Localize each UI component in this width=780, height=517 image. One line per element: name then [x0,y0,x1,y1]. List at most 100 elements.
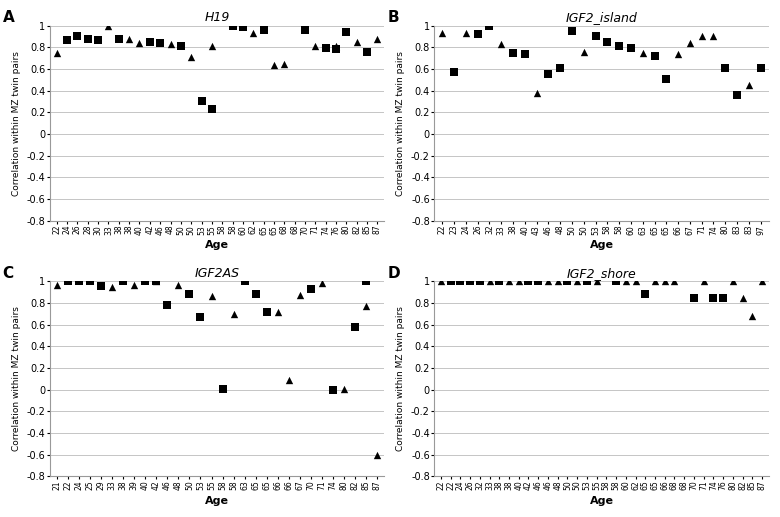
Point [580,277,593,285]
Point [459,29,472,37]
Point [236,23,249,31]
Point [257,26,270,34]
Point [151,277,163,285]
Point [62,277,75,285]
Y-axis label: Correlation within MZ twin pairs: Correlation within MZ twin pairs [396,51,406,195]
Point [448,68,460,77]
Point [445,277,457,285]
Point [304,285,317,293]
Point [117,277,129,285]
Point [185,53,197,61]
Point [360,48,373,56]
Point [161,301,174,309]
Point [350,38,363,46]
Title: IGF2AS: IGF2AS [194,267,239,280]
Point [82,35,94,43]
Point [133,39,146,47]
Point [522,277,534,285]
Point [566,27,578,35]
Point [658,277,671,285]
Point [736,294,749,302]
Point [175,42,187,50]
Point [309,42,321,50]
Point [464,277,477,285]
Point [51,49,63,57]
Point [128,280,140,288]
Point [434,277,447,285]
Point [571,277,583,285]
Point [530,88,543,97]
Point [206,105,218,113]
Point [532,277,544,285]
Point [371,35,384,43]
Point [195,97,207,105]
Text: A: A [2,10,15,25]
Point [688,294,700,302]
Point [206,42,218,50]
Text: B: B [387,10,399,25]
Point [370,451,383,459]
Point [495,40,508,48]
Point [327,386,339,394]
Point [319,44,332,53]
Point [95,282,108,290]
Point [151,277,163,285]
Point [183,290,196,298]
Point [194,313,207,321]
X-axis label: Age: Age [590,240,613,250]
Point [92,36,105,44]
Point [106,283,119,291]
Point [727,277,739,285]
Point [601,38,614,46]
Point [512,277,525,285]
Point [71,32,83,40]
Point [683,39,696,47]
Point [483,21,495,29]
Point [629,277,642,285]
Point [205,292,218,300]
Y-axis label: Correlation within MZ twin pairs: Correlation within MZ twin pairs [12,51,21,195]
Y-axis label: Correlation within MZ twin pairs: Correlation within MZ twin pairs [12,307,21,451]
Point [227,310,239,318]
Point [590,277,603,285]
Point [639,290,651,298]
Point [668,277,681,285]
Point [330,42,342,50]
Point [340,28,353,36]
Point [338,385,350,393]
Point [139,277,151,285]
X-axis label: Age: Age [205,240,229,250]
Point [484,277,496,285]
Text: D: D [387,266,400,281]
Point [112,35,125,43]
Point [551,277,564,285]
Point [454,277,466,285]
Point [590,32,602,40]
Point [649,277,661,285]
Point [697,277,710,285]
Point [743,81,755,89]
Point [554,64,566,72]
Point [561,277,573,285]
Point [541,277,554,285]
Point [519,50,531,58]
Text: C: C [2,266,14,281]
Point [542,70,555,79]
Point [144,38,156,46]
Point [717,294,729,302]
Point [754,64,767,72]
Point [610,277,622,285]
Point [507,49,519,57]
Point [268,60,280,69]
Point [278,59,290,68]
Point [154,39,166,47]
Point [73,277,86,285]
Title: IGF2_shore: IGF2_shore [566,267,636,280]
Point [707,294,720,302]
Point [271,308,284,316]
X-axis label: Age: Age [590,496,613,506]
Point [503,277,516,285]
Point [282,376,295,384]
Point [239,277,251,285]
Point [577,48,590,56]
